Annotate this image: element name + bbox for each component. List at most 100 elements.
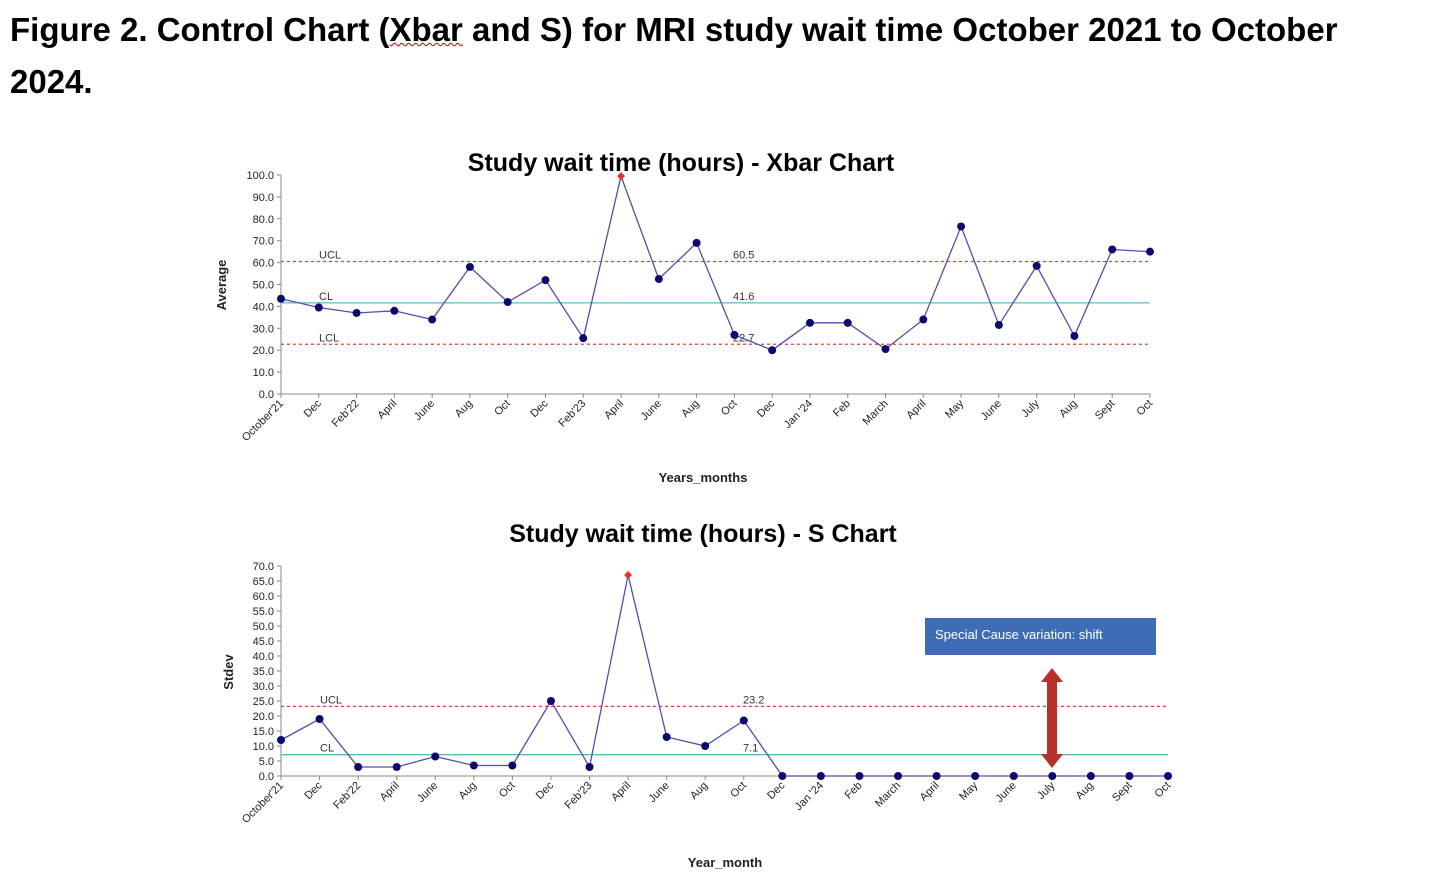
xbar-x-tick-label: Oct — [1135, 398, 1156, 419]
xbar-data-point — [390, 306, 399, 315]
xbar-data-point — [881, 345, 890, 354]
xbar-x-tick-label: April — [904, 398, 928, 422]
xbar-x-tick-label: April — [602, 398, 626, 422]
xbar-y-tick-label: 100.0 — [246, 170, 274, 182]
xbar-data-point — [503, 298, 512, 307]
xbar-data-point — [352, 308, 361, 317]
xbar-data-point — [957, 222, 966, 231]
xbar-x-tick-label: March — [861, 398, 891, 428]
xbar-y-tick-label: 80.0 — [253, 214, 274, 226]
s-data-point — [392, 763, 401, 771]
s-x-tick-label: Dec — [302, 779, 325, 802]
xbar-x-tick-label: Aug — [1057, 398, 1079, 420]
s-x-tick-label: Oct — [1153, 780, 1174, 801]
s-data-point — [971, 772, 980, 780]
s-series-line — [280, 574, 1168, 777]
xbar-y-tick-label: 40.0 — [253, 301, 274, 313]
xbar-data-point — [730, 330, 739, 339]
xbar-x-tick-label: October'21 — [240, 398, 286, 444]
s-y-tick-label: 70.0 — [253, 561, 274, 573]
s-y-tick-label: 25.0 — [253, 696, 274, 708]
xbar-y-tick-label: 10.0 — [253, 367, 274, 379]
s-x-tick-label: June — [415, 780, 440, 805]
s-data-point — [315, 715, 324, 723]
s-ucl-value: 23.2 — [743, 694, 764, 706]
s-data-point — [739, 716, 748, 725]
s-data-point — [1125, 772, 1134, 780]
s-x-axis-label: Year_month — [688, 855, 762, 870]
s-data-point — [277, 736, 285, 744]
xbar-ucl-label: UCL — [319, 250, 341, 262]
xbar-x-tick-label: May — [943, 397, 967, 421]
s-data-point — [778, 772, 787, 780]
s-data-point — [855, 772, 864, 780]
xbar-lcl-label: LCL — [319, 332, 339, 344]
s-y-tick-label: 20.0 — [253, 711, 274, 723]
s-y-tick-label: 5.0 — [259, 756, 274, 768]
s-x-tick-label: Dec — [534, 779, 557, 802]
xbar-x-tick-label: June — [979, 398, 1004, 423]
s-x-tick-label: Sept — [1110, 780, 1134, 804]
xbar-x-tick-label: Aug — [453, 398, 475, 420]
s-data-point — [701, 742, 710, 750]
s-y-tick-label: 15.0 — [253, 726, 274, 738]
xbar-x-tick-label: Aug — [679, 398, 701, 420]
xbar-x-tick-label: Feb'22 — [330, 398, 362, 430]
s-y-tick-label: 30.0 — [253, 681, 274, 693]
xbar-x-tick-label: Dec — [302, 397, 325, 420]
xbar-cl-label: CL — [319, 291, 333, 303]
s-x-tick-label: Dec — [765, 779, 788, 802]
xbar-y-tick-label: 0.0 — [259, 389, 274, 401]
s-y-tick-label: 0.0 — [259, 771, 274, 783]
s-data-point — [508, 761, 517, 770]
s-x-tick-label: June — [994, 780, 1019, 805]
s-chart-title: Study wait time (hours) - S Chart — [509, 520, 897, 548]
s-y-tick-label: 35.0 — [253, 666, 274, 678]
s-data-point — [932, 772, 941, 780]
xbar-ucl-value: 60.5 — [733, 250, 754, 262]
s-x-tick-label: March — [873, 780, 903, 810]
xbar-data-point — [994, 321, 1003, 330]
xbar-x-tick-label: Feb'23 — [556, 398, 588, 430]
s-outlier-point — [624, 571, 633, 579]
xbar-data-point — [805, 318, 814, 327]
xbar-x-tick-label: Jan '24 — [782, 398, 815, 431]
xbar-x-tick-label: Sept — [1093, 398, 1117, 422]
s-x-tick-label: Oct — [497, 780, 518, 801]
s-x-tick-label: Feb — [843, 780, 865, 802]
xbar-x-tick-label: Oct — [719, 398, 740, 419]
s-data-point — [1086, 772, 1095, 780]
xbar-y-axis-label: Average — [214, 260, 229, 311]
s-ucl-label: UCL — [320, 694, 342, 706]
xbar-x-axis-label: Years_months — [659, 470, 748, 485]
xbar-x-tick-label: Dec — [755, 397, 778, 420]
xbar-outlier-point — [617, 172, 626, 181]
s-x-tick-label: April — [918, 780, 942, 804]
s-y-axis-label: Stdev — [221, 654, 236, 690]
s-shift-arrow — [1041, 668, 1063, 768]
xbar-series-line — [280, 173, 1151, 351]
s-y-tick-label: 55.0 — [253, 606, 274, 618]
s-cl-label: CL — [320, 743, 334, 755]
xbar-data-point — [654, 275, 663, 284]
s-data-point — [894, 772, 903, 780]
s-x-tick-label: Oct — [728, 780, 749, 801]
s-x-tick-label: Aug — [457, 780, 479, 802]
s-data-point — [816, 772, 825, 780]
xbar-x-tick-label: Dec — [528, 397, 551, 420]
s-y-tick-label: 60.0 — [253, 591, 274, 603]
s-data-point — [431, 752, 440, 761]
s-x-tick-label: October'21 — [240, 780, 286, 826]
s-x-tick-label: Aug — [688, 780, 710, 802]
xbar-data-point — [919, 315, 928, 324]
s-annotation-box — [925, 618, 1156, 655]
s-y-tick-label: 50.0 — [253, 621, 274, 633]
xbar-data-point — [768, 346, 777, 355]
xbar-data-point — [579, 334, 588, 343]
xbar-data-point — [1032, 261, 1041, 270]
s-x-tick-label: Feb'22 — [331, 780, 363, 812]
xbar-x-tick-label: June — [412, 398, 437, 423]
xbar-x-tick-label: Feb — [831, 398, 853, 420]
s-data-point — [1009, 772, 1018, 780]
